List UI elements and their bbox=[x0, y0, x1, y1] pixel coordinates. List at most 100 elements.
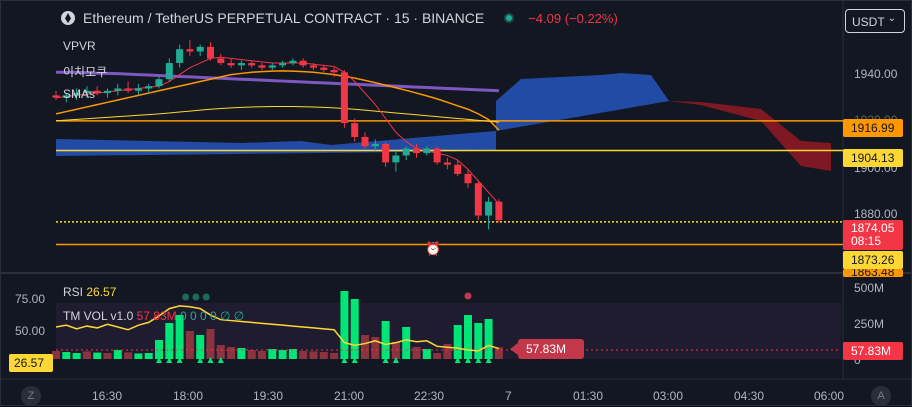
candle-body bbox=[413, 148, 420, 154]
volume-bar bbox=[247, 350, 256, 359]
volume-bar bbox=[62, 352, 71, 359]
signal-triangle bbox=[176, 357, 183, 363]
time-tick: 01:30 bbox=[573, 389, 604, 403]
time-tick: 16:30 bbox=[92, 389, 123, 403]
signal-triangle bbox=[382, 357, 389, 363]
rsi-label: RSI bbox=[63, 285, 84, 299]
time-tick: 04:30 bbox=[734, 389, 765, 403]
candle-body bbox=[237, 63, 245, 66]
candle-body bbox=[433, 148, 441, 163]
candle-body bbox=[351, 123, 359, 137]
volume-bar bbox=[237, 348, 246, 359]
candle-body bbox=[217, 58, 225, 64]
candle-body bbox=[114, 88, 122, 91]
volume-tick: 500M bbox=[854, 281, 885, 295]
volume-bar bbox=[412, 347, 421, 359]
candle-body bbox=[485, 201, 493, 216]
ichimoku-cloud-bear bbox=[669, 101, 831, 171]
sma-line-yellow bbox=[55, 105, 499, 123]
zoom-reset-button[interactable]: Z bbox=[21, 386, 41, 406]
candle-body bbox=[320, 67, 328, 70]
indicator-ichimoku[interactable]: 이치모쿠 bbox=[63, 65, 108, 79]
volume-bar bbox=[453, 325, 462, 359]
market-status-icon bbox=[504, 13, 515, 23]
volume-bar bbox=[258, 351, 266, 359]
volume-bar bbox=[381, 321, 390, 359]
alarm-clock-icon[interactable]: ⏰ bbox=[425, 241, 442, 256]
time-tick: 7 bbox=[505, 389, 512, 403]
signal-triangle bbox=[341, 357, 348, 363]
candle-body bbox=[330, 69, 338, 73]
volume-legend[interactable]: TM VOL v1.0 57.83M 0 0 0 0 ∅ ∅ bbox=[63, 309, 244, 323]
candle-body bbox=[279, 63, 287, 66]
candle-body bbox=[402, 148, 410, 156]
candle-body bbox=[361, 136, 369, 147]
volume-bar bbox=[165, 323, 174, 359]
candle-body bbox=[52, 95, 60, 98]
volume-zeros: 0 0 0 0 ∅ ∅ bbox=[179, 309, 245, 323]
candle-body bbox=[155, 79, 163, 87]
chevron-down-icon: ⌄ bbox=[887, 13, 896, 24]
volume-value: 57.83M bbox=[136, 309, 177, 323]
price-change: −4.09 (−0.22%) bbox=[528, 10, 618, 26]
auto-scale-button[interactable]: A bbox=[871, 386, 891, 406]
ethereum-logo-icon bbox=[61, 11, 75, 25]
volume-bar bbox=[268, 349, 277, 359]
volume-bar bbox=[340, 291, 349, 359]
currency-select[interactable]: USDT ⌄ bbox=[845, 9, 905, 33]
volume-bar bbox=[443, 344, 452, 359]
volume-bar bbox=[371, 337, 380, 359]
volume-bar bbox=[422, 349, 431, 359]
rsi-tick: 75.00 bbox=[15, 292, 46, 306]
signal-triangle bbox=[197, 357, 204, 363]
level-tag-orange: 1916.99 bbox=[843, 119, 903, 137]
volume-bar bbox=[216, 345, 225, 359]
volume-bar bbox=[391, 342, 400, 359]
volume-bar bbox=[299, 351, 308, 359]
level-tag-yellow: 1904.13 bbox=[843, 149, 903, 167]
indicator-vpvr[interactable]: VPVR bbox=[63, 39, 96, 53]
signal-triangle bbox=[475, 357, 482, 363]
volume-bar bbox=[103, 353, 112, 359]
volume-bar bbox=[361, 335, 369, 359]
candle-body bbox=[495, 201, 503, 221]
signal-triangle bbox=[454, 357, 461, 363]
volume-bar bbox=[82, 351, 91, 359]
ichimoku-cloud-bull bbox=[496, 73, 669, 131]
volume-bar bbox=[278, 350, 287, 359]
candle-body bbox=[83, 90, 91, 94]
candle-body bbox=[145, 86, 153, 89]
rsi-line bbox=[55, 305, 500, 352]
candle-body bbox=[196, 46, 204, 52]
volume-bar bbox=[319, 352, 328, 359]
time-tick: 22:30 bbox=[414, 389, 445, 403]
time-tick: 03:00 bbox=[653, 389, 684, 403]
signal-triangle bbox=[217, 357, 224, 363]
sma-line-orange bbox=[55, 70, 500, 131]
currency-label: USDT bbox=[852, 15, 885, 29]
signal-triangle bbox=[485, 357, 492, 363]
volume-bar bbox=[155, 340, 163, 359]
symbol-title[interactable]: Ethereum / TetherUS PERPETUAL CONTRACT ·… bbox=[83, 10, 485, 26]
candle-body bbox=[62, 95, 70, 98]
candle-body bbox=[207, 46, 214, 59]
volume-bar bbox=[464, 315, 472, 359]
volume-tick: 250M bbox=[854, 317, 885, 331]
level-tag-partial: 1863.48 bbox=[843, 269, 903, 277]
signal-dot bbox=[202, 293, 210, 301]
signal-triangle bbox=[392, 357, 399, 363]
indicator-smas[interactable]: SMAs bbox=[63, 87, 96, 101]
volume-bar bbox=[52, 351, 60, 359]
volume-bar bbox=[124, 352, 133, 359]
sma-line-red bbox=[55, 56, 500, 205]
signal-dot bbox=[182, 293, 190, 301]
symbol-header[interactable]: Ethereum / TetherUS PERPETUAL CONTRACT ·… bbox=[61, 10, 618, 26]
volume-bar bbox=[330, 353, 339, 359]
rsi-legend[interactable]: RSI 26.57 bbox=[63, 285, 116, 299]
volume-bar bbox=[227, 347, 236, 359]
last-price-tag: 1874.05 08:15 bbox=[843, 220, 903, 250]
volume-bar bbox=[402, 327, 411, 359]
volume-bar bbox=[185, 331, 194, 359]
